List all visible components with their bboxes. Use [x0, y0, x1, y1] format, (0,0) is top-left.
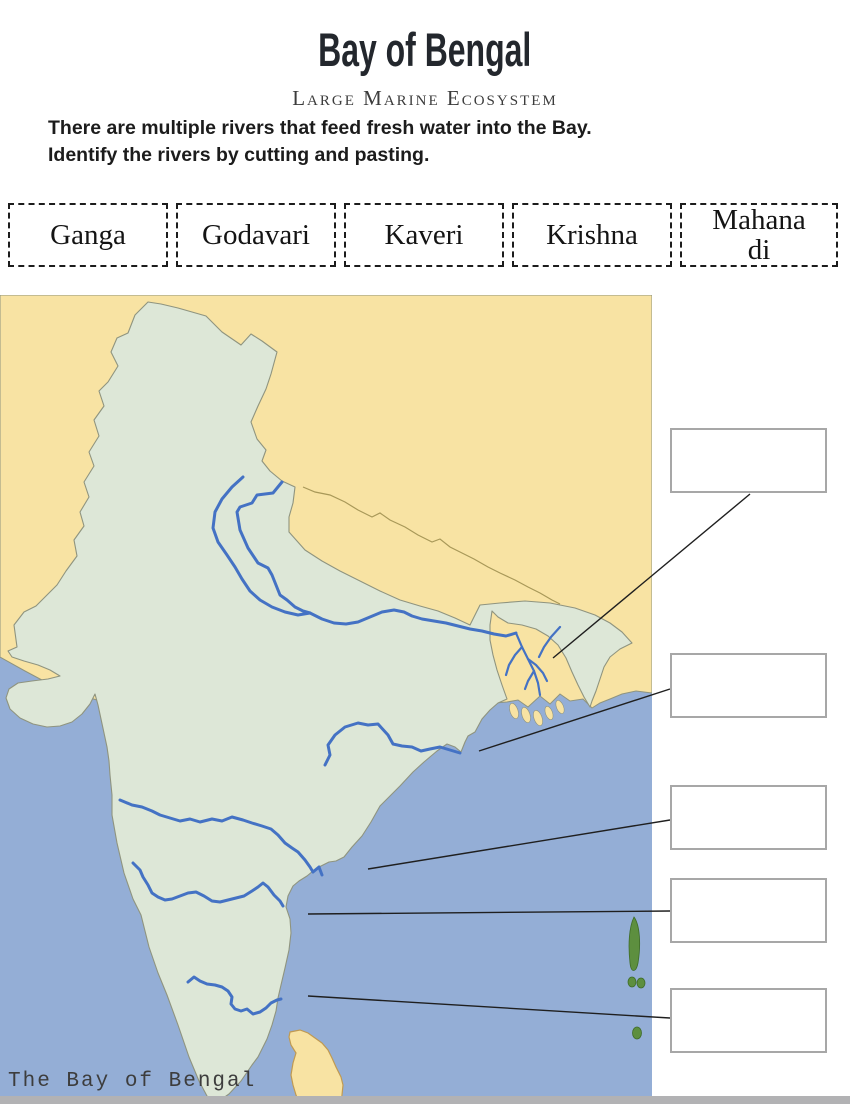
instructions: There are multiple rivers that feed fres…	[48, 115, 688, 169]
instructions-line-1: There are multiple rivers that feed fres…	[48, 117, 592, 139]
word-bank-item-krishna[interactable]: Krishna	[512, 203, 672, 267]
map-caption: The Bay of Bengal	[8, 1070, 256, 1093]
nepal-border-line	[302, 486, 561, 605]
word-bank-label: Krishna	[546, 218, 638, 251]
word-bank-label: Kaveri	[384, 218, 464, 251]
word-bank-label: Ganga	[50, 218, 126, 251]
andaman-islands	[627, 916, 646, 1040]
river-mahanadi	[323, 721, 462, 767]
river-godavari	[118, 798, 324, 877]
page-bottom-edge	[0, 1096, 850, 1104]
answer-box-4[interactable]	[670, 878, 827, 943]
india-map: The Bay of Bengal	[0, 294, 653, 1104]
page-subtitle: Large Marine Ecosystem	[292, 86, 558, 110]
word-bank-label: Godavari	[202, 218, 310, 251]
answer-box-1[interactable]	[670, 428, 827, 493]
page-title: Bay of Bengal	[318, 23, 532, 76]
word-bank-item-ganga[interactable]: Ganga	[8, 203, 168, 267]
word-bank: Ganga Godavari Kaveri Krishna Mahanadi	[0, 203, 850, 267]
word-bank-item-kaveri[interactable]: Kaveri	[344, 203, 504, 267]
word-bank-label: Mahanadi	[712, 203, 806, 266]
sri-lanka	[288, 1029, 344, 1104]
river-yamuna	[235, 480, 312, 615]
river-krishna	[131, 861, 285, 908]
answer-box-5[interactable]	[670, 988, 827, 1053]
answer-box-2[interactable]	[670, 653, 827, 718]
answer-box-3[interactable]	[670, 785, 827, 850]
river-kaveri	[186, 975, 283, 1016]
word-bank-item-godavari[interactable]: Godavari	[176, 203, 336, 267]
word-bank-item-mahanadi[interactable]: Mahanadi	[680, 203, 838, 267]
river-ganga	[211, 475, 312, 617]
river-ganga-stem	[308, 608, 518, 638]
instructions-line-2: Identify the rivers by cutting and pasti…	[48, 144, 430, 166]
